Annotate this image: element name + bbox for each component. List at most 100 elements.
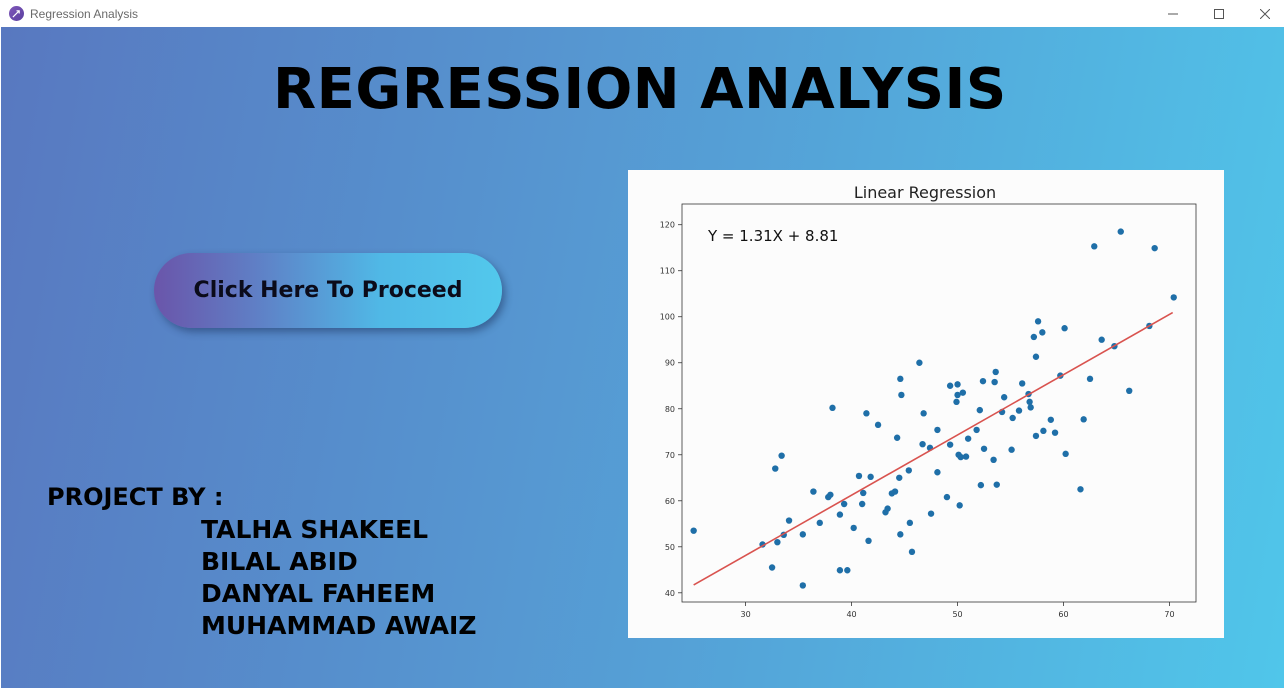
main-content: REGRESSION ANALYSIS Click Here To Procee… [1,27,1284,688]
x-tick-label: 60 [1058,610,1068,619]
data-point [1008,446,1015,453]
member-list: TALHA SHAKEEL BILAL ABID DANYAL FAHEEM M… [201,514,476,642]
data-point [810,488,817,495]
data-point [905,467,912,474]
feather-pen-icon [9,6,24,21]
data-point [897,375,904,383]
data-point [934,469,941,476]
data-point [896,474,903,481]
data-point [993,481,1000,488]
data-point [860,489,867,497]
data-point [1009,414,1016,422]
data-point [1151,244,1158,252]
member-name: TALHA SHAKEEL [201,515,429,544]
data-point [1051,429,1059,436]
member-name: MUHAMMAD AWAIZ [201,611,477,640]
data-point [1032,432,1040,440]
data-point [977,481,985,489]
data-point [855,472,863,480]
data-point [953,398,960,406]
maximize-button[interactable] [1196,0,1242,27]
minimize-button[interactable] [1150,0,1196,27]
y-tick-label: 80 [665,405,675,414]
y-tick-label: 120 [660,221,675,230]
y-tick-label: 50 [665,543,675,552]
title-bar: Regression Analysis [0,0,1288,27]
plot-area-frame [681,203,1197,603]
data-point [768,564,776,571]
data-point [1080,416,1087,423]
data-point [934,426,941,434]
data-point [919,440,926,448]
page-title: REGRESSION ANALYSIS [273,57,1007,122]
data-point [1098,336,1105,343]
data-point [893,434,901,441]
data-point [690,527,697,534]
data-point [799,582,807,589]
data-point [898,391,905,399]
chart-title: Linear Regression [854,183,996,202]
data-point [1040,427,1047,435]
data-point [973,426,980,434]
data-point [1030,333,1038,341]
y-tick-label: 110 [660,267,675,276]
data-point [867,473,874,481]
proceed-button[interactable]: Click Here To Proceed [154,253,502,328]
data-point [946,382,954,389]
data-point [1039,329,1046,336]
data-point [897,531,904,538]
data-point [959,389,967,396]
x-tick-label: 40 [846,610,856,619]
project-by-label: PROJECT BY : [47,483,224,511]
data-point [772,465,779,472]
y-tick-label: 90 [665,359,675,368]
data-point [954,381,961,388]
data-point [1000,394,1008,401]
data-point [836,567,844,574]
maximize-icon [1214,8,1224,19]
data-point [1077,486,1084,493]
data-point [891,488,899,495]
data-point [1170,294,1177,301]
data-point [884,505,891,512]
data-point [1026,398,1033,406]
y-tick-label: 70 [665,451,675,460]
data-point [850,524,857,532]
data-point [827,491,834,498]
data-point [816,519,823,527]
data-point [778,452,785,459]
data-point [865,537,872,545]
x-tick-label: 70 [1164,610,1174,619]
regression-plot: Linear Regression Y = 1.31X + 8.81 30 40 5… [628,170,1224,638]
data-point [991,378,998,386]
close-button[interactable] [1242,0,1288,27]
data-point [1086,375,1094,383]
y-tick-label: 40 [665,589,675,598]
data-point [943,493,951,501]
x-tick-label: 30 [740,610,750,619]
y-tick-label: 60 [665,497,675,506]
data-point [957,453,964,461]
data-point [1062,450,1069,458]
data-point [956,502,963,509]
data-point [1015,407,1023,414]
data-point [1117,228,1124,235]
data-point [858,500,866,508]
x-tick-label: 50 [952,610,962,619]
data-point [874,421,882,429]
data-point [1091,243,1098,250]
regression-line [693,311,1174,586]
data-point [979,377,987,385]
data-point [1027,404,1034,411]
data-point [980,445,988,452]
data-point [927,510,935,517]
data-point [799,531,807,538]
data-point [920,410,927,417]
member-name: DANYAL FAHEEM [201,579,436,608]
data-point [1032,353,1040,360]
data-point [1126,387,1133,395]
close-icon [1260,8,1270,19]
window-controls [1150,0,1288,27]
data-point [964,435,972,442]
data-point [946,441,954,448]
